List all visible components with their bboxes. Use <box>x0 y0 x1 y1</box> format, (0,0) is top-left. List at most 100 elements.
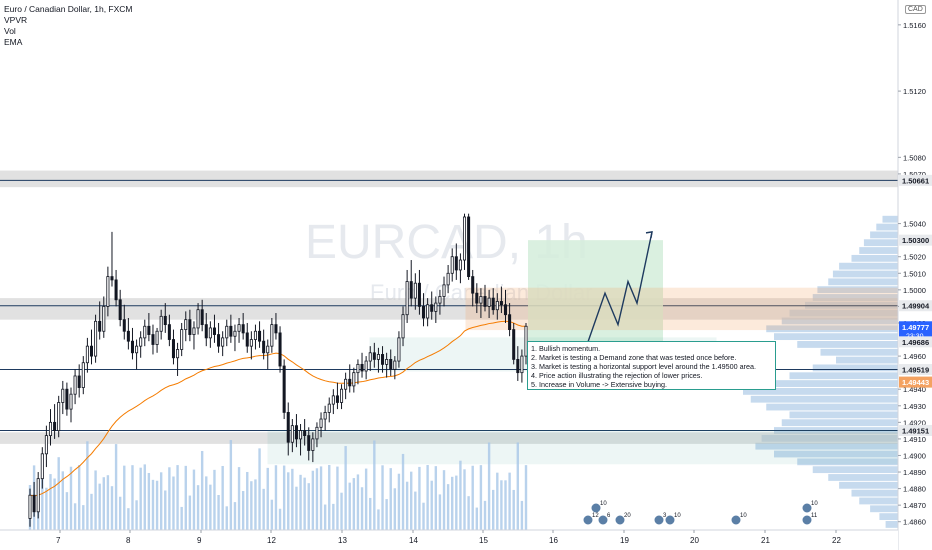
price-label-box <box>899 336 932 348</box>
candle-body <box>36 478 40 513</box>
volume-bar <box>323 504 327 530</box>
analysis-notes: 1. Bullish momentum. 2. Market is testin… <box>527 341 776 390</box>
volume-bar <box>73 503 77 530</box>
candle-body <box>258 330 262 342</box>
event-marker-label: 11 <box>811 513 818 519</box>
candle-body <box>40 453 44 480</box>
event-marker-label: 20 <box>624 513 631 519</box>
volume-bar <box>467 496 470 530</box>
volume-bar <box>45 487 48 530</box>
candle-body <box>61 388 65 403</box>
volume-bar <box>360 487 364 530</box>
volume-bar <box>114 444 118 530</box>
candle-body <box>290 425 294 443</box>
vpvr-bar <box>766 403 898 411</box>
price-label: 1.49904 <box>902 302 930 311</box>
candle-body <box>147 325 151 335</box>
price-axis <box>898 0 932 550</box>
volume-bar <box>233 502 237 530</box>
candle-body <box>381 354 385 365</box>
symbol-title[interactable]: Euro / Canadian Dollar, 1h, FXCM <box>4 4 133 14</box>
vpvr-bar <box>859 497 898 505</box>
price-tick-label: 1.4900 <box>903 451 926 460</box>
volume-bar <box>414 491 417 530</box>
candle-body <box>266 345 270 354</box>
candle-body <box>262 340 266 354</box>
vpvr-bar <box>820 348 898 356</box>
candle-body <box>376 354 380 360</box>
candle-body <box>487 297 491 307</box>
volume-bar <box>442 470 446 530</box>
price-tick-label: 1.5020 <box>903 253 926 262</box>
candle-body <box>393 360 397 370</box>
price-tick-label: 1.4920 <box>903 418 926 427</box>
time-tick-label: 20 <box>690 536 699 545</box>
candle-body <box>94 320 98 357</box>
candle-body <box>89 345 94 357</box>
candle-body <box>225 325 229 339</box>
volume-bar <box>315 468 319 530</box>
candle-body <box>81 362 85 388</box>
volume-bar <box>426 465 429 530</box>
candle-body <box>450 256 454 274</box>
candle-body <box>344 378 348 390</box>
volume-bar <box>405 481 409 530</box>
event-marker-icon <box>590 502 602 514</box>
candle-body <box>483 296 487 307</box>
currency-badge[interactable]: CAD <box>905 5 926 14</box>
vpvr-bar <box>812 466 898 474</box>
volume-bar <box>352 478 356 530</box>
volume-bar <box>438 494 442 530</box>
candle-body <box>274 324 278 334</box>
volume-bar <box>303 477 306 530</box>
vpvr-bar <box>781 317 898 325</box>
volume-bar <box>270 499 274 530</box>
note-4: 4. Price action illustrating the rejecti… <box>531 371 703 380</box>
volume-bar <box>86 441 89 530</box>
candle-body <box>241 324 245 334</box>
price-tick-label: 1.4910 <box>903 435 926 444</box>
indicator-vpvr[interactable]: VPVR <box>4 15 28 25</box>
volume-bar <box>504 480 507 530</box>
candle-body <box>503 304 508 316</box>
vpvr-bar <box>882 215 898 223</box>
vpvr-bar <box>766 325 898 333</box>
volume-bar <box>258 448 261 530</box>
vpvr-bar <box>828 278 898 286</box>
volume-bar <box>475 507 479 530</box>
resistance-zone <box>465 287 899 331</box>
volume-bar <box>373 440 376 530</box>
indicator-vol[interactable]: Vol <box>4 26 16 36</box>
candle-body <box>475 292 479 304</box>
candle-body <box>512 329 516 360</box>
event-marker-icon <box>582 514 594 526</box>
volume-bar <box>340 492 343 530</box>
candle-body <box>28 494 32 519</box>
price-tick-label: 1.4860 <box>903 518 926 527</box>
candle-body <box>335 395 339 403</box>
volume-bar <box>221 465 224 530</box>
candle-body <box>286 412 290 443</box>
volume-bar <box>282 465 286 530</box>
indicator-ema[interactable]: EMA <box>4 37 23 47</box>
volume-bar <box>393 488 397 530</box>
vpvr-bar <box>839 262 898 270</box>
candle-body <box>139 337 143 347</box>
event-marker-icon <box>653 514 665 526</box>
volume-bar <box>106 475 110 530</box>
candle-body <box>118 299 122 321</box>
vpvr-bar <box>876 223 898 231</box>
price-tick-label: 1.4930 <box>903 402 926 411</box>
candle-body <box>253 330 257 340</box>
candle-body <box>48 421 53 436</box>
candle-body <box>163 315 167 326</box>
candle-body <box>237 324 241 332</box>
candle-body <box>85 345 89 364</box>
candle-body <box>348 378 352 387</box>
candle-body <box>167 324 171 340</box>
price-label: 1.50300 <box>902 236 929 245</box>
volume-bar <box>131 465 134 530</box>
volume-bar <box>410 471 413 530</box>
price-tick-label: 1.5160 <box>903 21 926 30</box>
